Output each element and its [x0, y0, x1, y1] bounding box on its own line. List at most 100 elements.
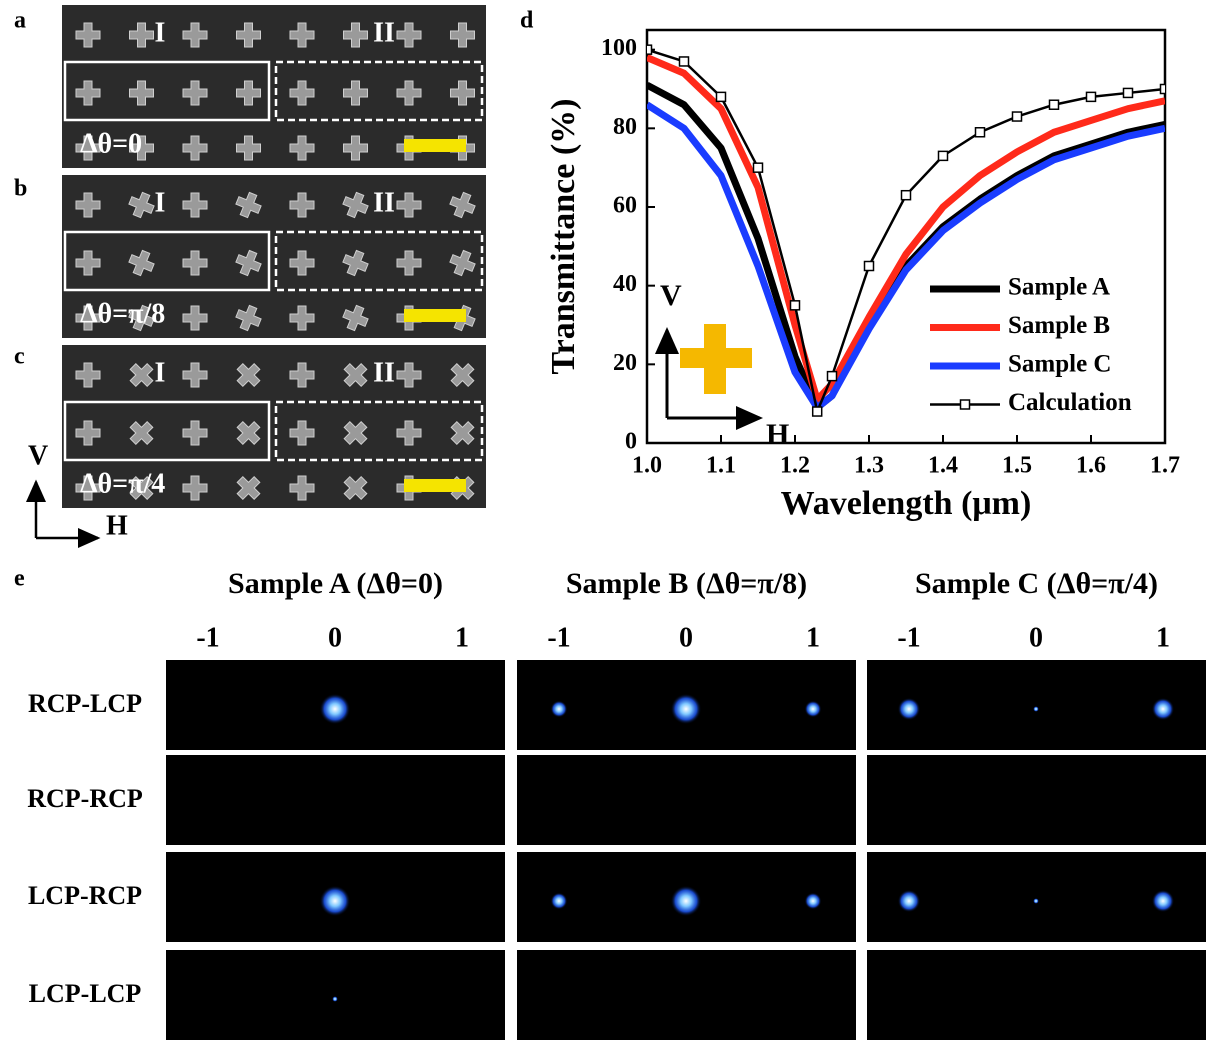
- order-label: -1: [196, 622, 219, 653]
- panel-label: d: [520, 8, 534, 34]
- order-label: 0: [328, 622, 342, 653]
- nanostructure: [75, 420, 101, 446]
- nanostructure: [182, 135, 208, 161]
- nanostructure: [128, 249, 155, 277]
- nanostructure: [289, 250, 315, 276]
- nanostructure: [289, 305, 315, 331]
- nanostructure: [450, 362, 475, 388]
- nanostructure: [396, 250, 422, 276]
- far-field-image: [517, 950, 856, 1040]
- nanostructure: [289, 475, 315, 501]
- data-marker: [1048, 99, 1060, 110]
- scale-bar: [404, 309, 466, 322]
- nanostructure: [450, 22, 475, 48]
- data-marker: [826, 370, 838, 382]
- nanostructure: [182, 305, 208, 331]
- nanostructure: [450, 80, 475, 106]
- legend-label: Sample B: [1008, 312, 1110, 339]
- nanostructure: [129, 420, 154, 446]
- nanostructure: [182, 420, 208, 446]
- region-box: [274, 230, 484, 292]
- nanostructure: [129, 80, 154, 106]
- nanostructure: [236, 420, 261, 446]
- nanostructure: [396, 420, 422, 446]
- nanostructure: [75, 362, 101, 388]
- x-tick-label: 1.4: [928, 453, 958, 479]
- far-field-image: [867, 660, 1206, 750]
- x-tick-label: 1.0: [632, 453, 662, 479]
- region-label: I: [155, 187, 166, 218]
- nanostructure: [128, 191, 155, 219]
- nanostructure: [343, 135, 368, 161]
- x-tick-label: 1.6: [1076, 453, 1106, 479]
- y-tick-label: 80: [613, 114, 637, 140]
- order-label: 0: [679, 622, 693, 653]
- order-label: -1: [547, 622, 570, 653]
- angle-label: Δθ=π/8: [80, 298, 165, 329]
- region-label: II: [373, 17, 395, 48]
- series-line: [647, 54, 1165, 404]
- nanostructure: [235, 191, 262, 219]
- nanostructure: [396, 80, 422, 106]
- nanostructure: [396, 362, 422, 388]
- nanostructure: [343, 80, 368, 106]
- plot-frame: [645, 28, 1167, 445]
- data-marker: [1159, 83, 1165, 95]
- nanostructure: [396, 22, 422, 48]
- nanostructure: [235, 304, 262, 332]
- nanostructure: [289, 420, 315, 446]
- far-field-image: [867, 755, 1206, 845]
- x-tick-label: 1.1: [706, 453, 736, 479]
- diffraction-spot: [1033, 706, 1039, 712]
- region-label: II: [373, 187, 395, 218]
- diffraction-spot: [319, 693, 351, 725]
- diffraction-spot: [897, 697, 921, 721]
- data-marker: [715, 91, 727, 103]
- nanostructure: [182, 250, 208, 276]
- nanostructure: [343, 475, 368, 501]
- diffraction-spot: [670, 693, 702, 725]
- legend-label: Calculation: [1008, 389, 1132, 416]
- nanostructure: [449, 191, 476, 219]
- diffraction-spot: [1151, 697, 1175, 721]
- nanostructure: [342, 191, 369, 219]
- nanostructure: [342, 304, 369, 332]
- nanostructure: [128, 304, 155, 332]
- region-label: II: [373, 357, 395, 388]
- nanostructure: [129, 362, 154, 388]
- nanostructure: [75, 305, 101, 331]
- angle-label: Δθ=0: [80, 128, 142, 159]
- y-tick-label: 40: [613, 271, 637, 297]
- x-tick-label: 1.2: [780, 453, 810, 479]
- order-label: 1: [455, 622, 469, 653]
- order-label: 0: [1029, 622, 1043, 653]
- data-marker: [789, 300, 801, 311]
- order-label: -1: [897, 622, 920, 653]
- nanostructure: [75, 475, 101, 501]
- scale-bar: [404, 139, 466, 152]
- legend-label: Sample C: [1008, 351, 1111, 378]
- polarization-label: LCP-RCP: [28, 881, 142, 910]
- diffraction-spot: [804, 700, 822, 718]
- far-field-image: [517, 755, 856, 845]
- diffraction-spot: [897, 889, 921, 913]
- nanostructure: [289, 192, 315, 218]
- far-field-image: [166, 755, 505, 845]
- diffraction-spot: [319, 885, 351, 917]
- nanostructure: [129, 475, 154, 501]
- panel-label: e: [14, 566, 25, 592]
- nanostructure: [449, 249, 476, 277]
- nanostructure: [75, 135, 101, 161]
- nanostructure: [342, 249, 369, 277]
- nanostructure: [450, 420, 475, 446]
- y-tick-label: 100: [601, 35, 637, 61]
- data-marker: [678, 56, 690, 67]
- nanostructure: [289, 22, 315, 48]
- region-box: [63, 230, 271, 292]
- x-tick-label: 1.5: [1002, 453, 1032, 479]
- y-tick-label: 20: [613, 350, 637, 376]
- region-box: [274, 60, 484, 122]
- nanostructure: [289, 80, 315, 106]
- diffraction-spot: [670, 885, 702, 917]
- plot-area: [647, 44, 1165, 417]
